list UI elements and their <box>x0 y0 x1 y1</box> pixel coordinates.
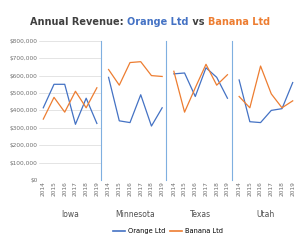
Text: Orange Ltd: Orange Ltd <box>127 17 189 27</box>
X-axis label: Utah: Utah <box>257 210 275 219</box>
X-axis label: Iowa: Iowa <box>61 210 79 219</box>
Text: Annual Revenue:: Annual Revenue: <box>30 17 127 27</box>
X-axis label: Minnesota: Minnesota <box>116 210 155 219</box>
X-axis label: Texas: Texas <box>190 210 211 219</box>
Text: Banana Ltd: Banana Ltd <box>208 17 270 27</box>
Text: vs: vs <box>189 17 208 27</box>
Legend: Orange Ltd, Banana Ltd: Orange Ltd, Banana Ltd <box>110 225 226 237</box>
